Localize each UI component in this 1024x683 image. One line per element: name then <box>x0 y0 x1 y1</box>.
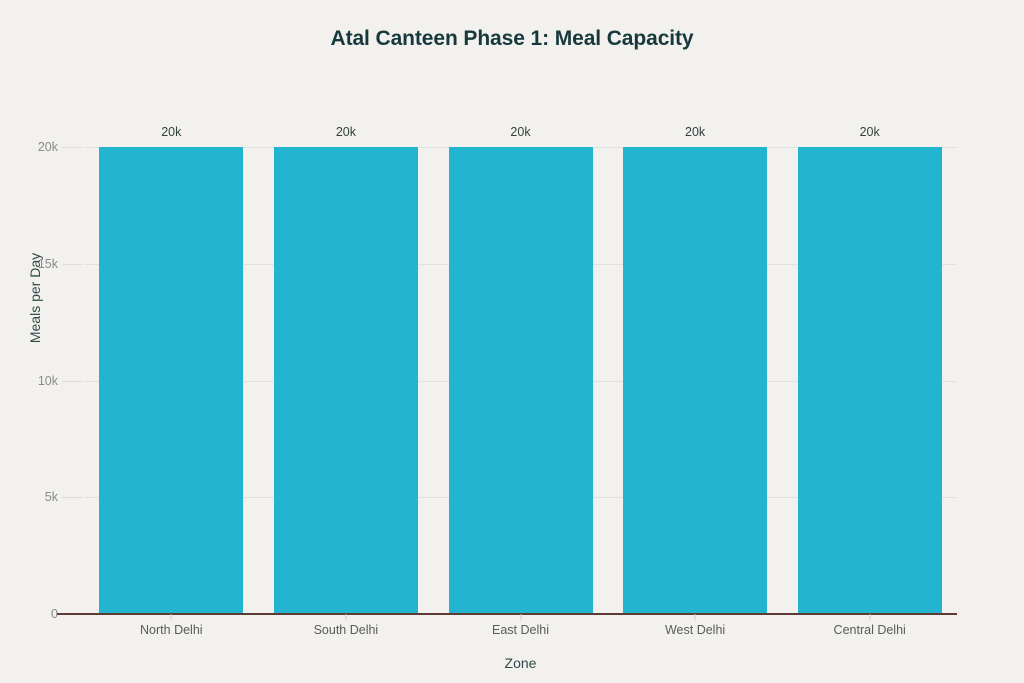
bar-group[interactable]: 20k <box>273 125 418 614</box>
bar-value-label: 20k <box>510 125 531 139</box>
bar-value-label: 20k <box>161 125 182 139</box>
bar[interactable] <box>273 147 418 614</box>
y-tick-label: 10k <box>37 373 58 388</box>
x-tick-mark <box>170 614 172 620</box>
y-tick-mark <box>62 497 82 499</box>
bar-group[interactable]: 20k <box>448 125 593 614</box>
x-tick-mark <box>694 614 696 620</box>
y-axis: 0 5k 10k 15k 20k <box>0 140 84 621</box>
bar-value-label: 20k <box>335 125 356 139</box>
x-tick-label: Central Delhi <box>833 623 906 637</box>
bar[interactable] <box>797 147 942 614</box>
x-tick-label: East Delhi <box>492 623 549 637</box>
y-tick-mark <box>62 380 82 382</box>
y-tick-label: 5k <box>44 490 58 505</box>
x-axis-title: Zone <box>504 655 537 671</box>
y-tick-label: 20k <box>37 140 58 154</box>
x-tick-mark <box>869 614 871 620</box>
bar-value-label: 20k <box>859 125 880 139</box>
bar[interactable] <box>448 147 593 614</box>
bar-group[interactable]: 20k <box>99 125 244 614</box>
y-tick-label: 15k <box>37 256 58 271</box>
x-axis: North Delhi South Delhi East Delhi West Del… <box>84 614 957 654</box>
x-tick-label: West Delhi <box>664 623 726 637</box>
x-tick-label: South Delhi <box>313 623 379 637</box>
bar[interactable] <box>99 147 244 614</box>
x-axis-baseline <box>57 613 957 615</box>
y-tick-label: 0 <box>51 607 58 621</box>
y-tick-mark <box>62 147 82 148</box>
bar-group[interactable]: 20k <box>797 125 942 614</box>
x-tick-label: North Delhi <box>140 623 203 637</box>
plot-area: 20k 20k 20k 20k 20k <box>57 125 957 615</box>
x-tick-mark <box>345 614 347 620</box>
x-tick-mark <box>520 614 521 620</box>
bar[interactable] <box>623 147 768 614</box>
y-tick-mark <box>62 263 82 265</box>
bar-value-label: 20k <box>685 125 706 139</box>
bar-group[interactable]: 20k <box>623 125 768 614</box>
chart-title: Atal Canteen Phase 1: Meal Capacity <box>330 27 694 50</box>
